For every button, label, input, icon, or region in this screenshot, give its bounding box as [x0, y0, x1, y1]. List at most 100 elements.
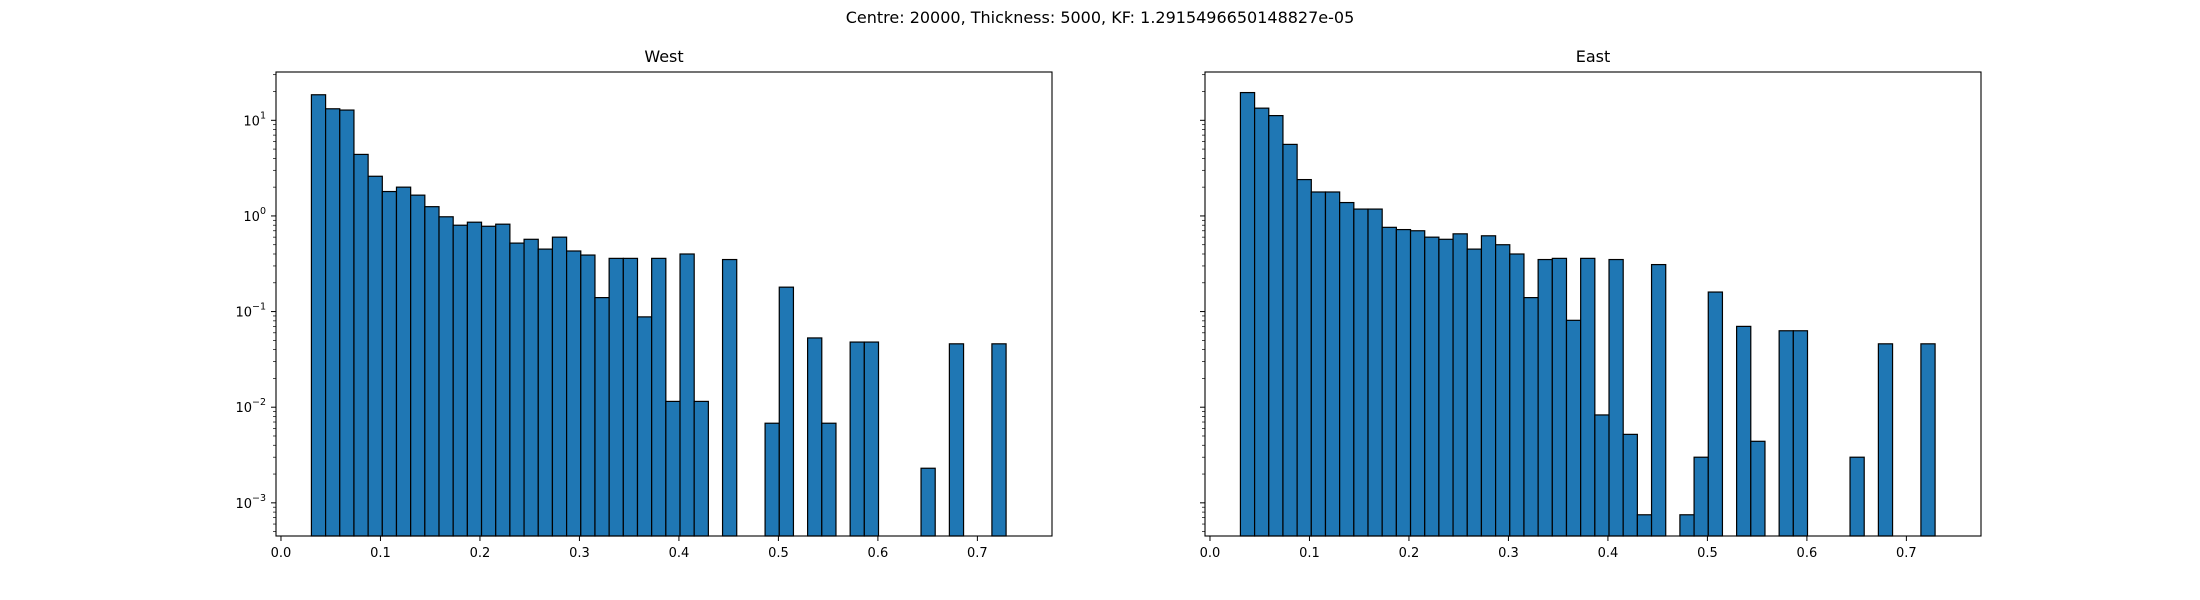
histogram-bar [1693, 456, 1709, 537]
histogram-bar [849, 341, 865, 537]
histogram-bar [509, 242, 525, 537]
x-tick-label: 0.7 [967, 546, 988, 561]
histogram-bar [381, 190, 398, 537]
x-tick-label: 0.2 [1399, 546, 1420, 561]
histogram-bar [920, 467, 936, 537]
x-tick-label: 0.5 [768, 546, 789, 561]
histogram-bar [1282, 143, 1298, 537]
histogram-bar [1877, 343, 1894, 537]
histogram-bar [1310, 191, 1327, 537]
histogram-bar [721, 258, 738, 537]
histogram-bar [594, 297, 610, 537]
histogram-bar [565, 250, 582, 537]
histogram-bar [580, 254, 596, 537]
histogram-bar [1395, 228, 1412, 537]
histogram-bar [1679, 514, 1695, 537]
x-tick-label: 0.3 [1498, 546, 1519, 561]
histogram-bar [537, 248, 554, 537]
x-tick-label: 0.7 [1896, 546, 1917, 561]
histogram-bar [807, 337, 823, 537]
histogram-bar [1778, 330, 1794, 537]
x-tick-label: 0.0 [271, 546, 292, 561]
y-tick-label: 10−3 [235, 493, 266, 512]
histogram-bar [863, 341, 880, 537]
histogram-bar [1537, 258, 1553, 537]
histogram-bar [1622, 433, 1638, 537]
y-tick-label: 100 [243, 206, 266, 225]
histogram-bar [948, 343, 965, 537]
histogram-bar [1466, 248, 1483, 537]
histogram-bar [1707, 291, 1724, 537]
histogram-bar [1324, 191, 1341, 537]
histogram-bar [665, 400, 681, 537]
histogram-bar [1480, 235, 1497, 537]
histogram-bar [395, 186, 412, 537]
x-tick-label: 0.4 [1598, 546, 1619, 561]
histogram-bar [679, 253, 695, 537]
histogram-bar [1736, 325, 1752, 537]
histogram-bar [324, 108, 341, 537]
histogram-bar [424, 206, 440, 537]
x-tick-label: 0.2 [470, 546, 491, 561]
histogram-bar [1580, 257, 1596, 537]
histogram-bar [1920, 343, 1936, 537]
histogram-bar [636, 316, 653, 537]
histogram-bar [1636, 514, 1653, 537]
histogram-bar [1381, 226, 1397, 537]
histogram-bar [1268, 114, 1284, 537]
histogram-bar [1509, 253, 1525, 537]
x-tick-label: 0.5 [1697, 546, 1718, 561]
x-tick-label: 0.0 [1200, 546, 1221, 561]
histogram-bar [1608, 258, 1624, 537]
histogram-bar [1353, 208, 1369, 537]
histogram-bar [1253, 107, 1270, 537]
histogram-bar [353, 153, 369, 537]
x-tick-label: 0.1 [1299, 546, 1320, 561]
histogram-bar [1594, 414, 1610, 537]
y-tick-label: 10−1 [235, 302, 266, 321]
histogram-bar [1339, 201, 1355, 537]
histogram-bar [821, 422, 837, 537]
histogram-bar [495, 223, 511, 537]
axes-frame [1204, 71, 1982, 537]
histogram-bar [1650, 263, 1667, 537]
histogram-bar [367, 175, 383, 537]
x-tick-label: 0.6 [868, 546, 889, 561]
histogram-bar [778, 286, 795, 537]
histogram-bar [339, 109, 355, 537]
histogram-bar [651, 257, 667, 537]
histogram-bar [466, 221, 483, 537]
panel-title: East [1576, 47, 1611, 66]
histogram-bar [1239, 91, 1256, 537]
histogram-bar [452, 224, 468, 537]
axes-frame [275, 71, 1053, 537]
histogram-bar [1452, 233, 1468, 537]
histogram-bar [1438, 238, 1454, 537]
x-tick-label: 0.6 [1797, 546, 1818, 561]
histogram-bar [523, 238, 539, 537]
histogram-bar [991, 343, 1007, 537]
histogram-bar [764, 422, 780, 537]
histogram-bar [1523, 297, 1539, 537]
histogram-bar [410, 194, 426, 537]
histogram-bar [1565, 319, 1582, 537]
histogram-bar [693, 400, 709, 537]
histogram-bar [1551, 257, 1568, 537]
histogram-bar [622, 257, 639, 537]
histogram-bar [1409, 230, 1426, 537]
figure-suptitle: Centre: 20000, Thickness: 5000, KF: 1.29… [845, 8, 1355, 27]
histogram-bar [551, 236, 568, 537]
histogram-bar [310, 94, 327, 537]
x-tick-label: 0.4 [669, 546, 690, 561]
histogram-bar [438, 216, 454, 537]
x-tick-label: 0.3 [569, 546, 590, 561]
histogram-bar [1296, 178, 1312, 537]
panel-title: West [644, 47, 683, 66]
histogram-bar [1792, 330, 1809, 537]
panel-2: East 0.0 0.1 0.2 0.3 0.4 0.5 0.6 0.7 [1200, 47, 1982, 561]
histogram-bar [1849, 456, 1865, 537]
histogram-bar [1750, 440, 1766, 537]
histogram-bar [1367, 208, 1383, 537]
histogram-bar [1494, 244, 1511, 537]
